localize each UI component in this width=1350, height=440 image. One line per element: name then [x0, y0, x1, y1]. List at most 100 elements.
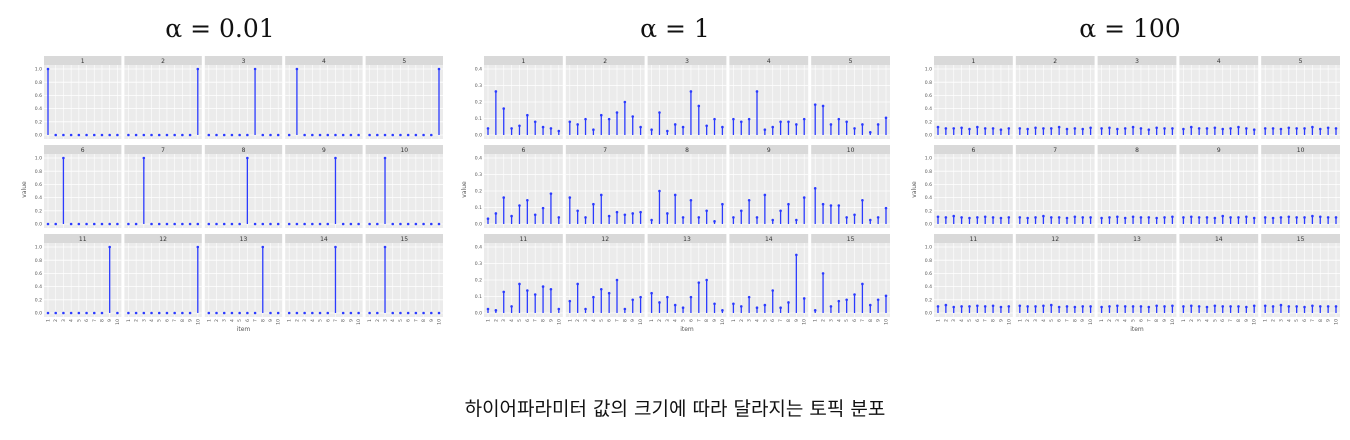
lollipop-point [143, 134, 146, 137]
x-tick-label: 7 [778, 319, 784, 322]
lollipop-point [54, 312, 57, 315]
lollipop-point [1116, 304, 1119, 307]
y-tick-label: 0.1 [475, 294, 482, 300]
lollipop-point [569, 121, 572, 124]
lollipop-point [518, 204, 521, 207]
lollipop-point [1327, 126, 1330, 129]
x-tick-label: 7 [533, 319, 539, 322]
lollipop-point [288, 312, 291, 315]
lollipop-point [1050, 304, 1053, 307]
x-tick-label: 9 [998, 319, 1004, 322]
lollipop-point [698, 216, 701, 219]
lollipop-point [269, 312, 272, 315]
lollipop-point [116, 312, 119, 315]
x-tick-label: 4 [959, 319, 965, 322]
x-tick-label: 4 [673, 319, 679, 322]
x-tick-label: 6 [84, 319, 90, 322]
x-tick-label: 5 [844, 319, 850, 322]
lollipop-point [756, 90, 759, 93]
x-tick-label: 6 [406, 319, 412, 322]
chart-title-1: α = 0.01 [120, 14, 320, 43]
lollipop-point [342, 312, 345, 315]
x-tick-label: 8 [180, 319, 186, 322]
x-tick-label: 6 [1138, 319, 1144, 322]
lollipop-point [430, 134, 433, 137]
lollipop-point [208, 312, 211, 315]
lollipop-point [303, 134, 306, 137]
lollipop-point [1253, 304, 1256, 307]
lollipop-point [937, 126, 940, 129]
lollipop-point [968, 128, 971, 131]
x-tick-label: 8 [704, 319, 710, 322]
x-tick-label: 2 [739, 319, 745, 322]
lollipop-point [1272, 217, 1275, 220]
x-tick-label: 7 [1310, 319, 1316, 322]
lollipop-point [1264, 127, 1267, 130]
lollipop-point [1295, 216, 1298, 219]
lollipop-point [705, 124, 708, 127]
lollipop-point [698, 105, 701, 108]
y-tick-label: 0.0 [35, 222, 42, 228]
lollipop-point [682, 306, 685, 309]
lollipop-point [1198, 127, 1201, 130]
lollipop-point [62, 312, 65, 315]
x-tick-label: 7 [983, 319, 989, 322]
x-tick-label: 3 [61, 319, 67, 322]
x-tick-label: 2 [1107, 319, 1113, 322]
lollipop-point [885, 295, 888, 298]
x-tick-label: 6 [975, 319, 981, 322]
x-tick-label: 8 [541, 319, 547, 322]
lollipop-point [713, 220, 716, 223]
lollipop-point [62, 134, 65, 137]
x-tick-label: 2 [575, 319, 581, 322]
lollipop-point [223, 312, 226, 315]
lollipop-point [334, 134, 337, 137]
lollipop-point [1026, 217, 1029, 220]
lollipop-point [795, 123, 798, 126]
x-tick-label: 3 [828, 319, 834, 322]
lollipop-point [261, 134, 264, 137]
x-tick-label: 2 [1271, 319, 1277, 322]
y-tick-label: 0.4 [925, 195, 932, 201]
lollipop-point [600, 194, 603, 197]
lollipop-point [952, 127, 955, 130]
lollipop-point [1124, 305, 1127, 308]
facet-strip-label: 1 [971, 58, 975, 65]
x-tick-label: 8 [1236, 319, 1242, 322]
lollipop-point [1272, 305, 1275, 308]
lollipop-point [54, 223, 57, 226]
lollipop-point [319, 223, 322, 226]
lollipop-point [1280, 128, 1283, 131]
lollipop-point [368, 312, 371, 315]
lollipop-point [576, 283, 579, 286]
lollipop-point [334, 157, 337, 160]
lollipop-point [1335, 127, 1338, 130]
lollipop-point [438, 312, 441, 315]
x-tick-label: 5 [599, 319, 605, 322]
lollipop-point [803, 297, 806, 300]
x-tick-label: 6 [1302, 319, 1308, 322]
lollipop-point [732, 118, 735, 121]
facet-strip-label: 14 [1215, 236, 1223, 243]
lollipop-point [238, 134, 241, 137]
lollipop-point [1081, 128, 1084, 131]
lollipop-point [1019, 127, 1022, 130]
lollipop-point [968, 217, 971, 220]
lollipop-point [422, 223, 425, 226]
lollipop-point [960, 126, 963, 129]
lollipop-point [779, 306, 782, 309]
facet-panel-13: 131 2 3 4 5 6 7 8 9 10 [648, 234, 727, 325]
lollipop-point [624, 308, 627, 311]
x-tick-label: 5 [1212, 319, 1218, 322]
lollipop-point [1132, 126, 1135, 129]
lollipop-point [510, 305, 513, 308]
lollipop-point [208, 134, 211, 137]
lollipop-point [399, 312, 402, 315]
x-tick-label: 1 [1017, 319, 1023, 322]
lollipop-point [101, 312, 104, 315]
x-tick-label: 6 [525, 319, 531, 322]
x-tick-label: 6 [325, 319, 331, 322]
lollipop-point [215, 312, 218, 315]
lollipop-point [1190, 126, 1193, 129]
lollipop-point [592, 203, 595, 206]
